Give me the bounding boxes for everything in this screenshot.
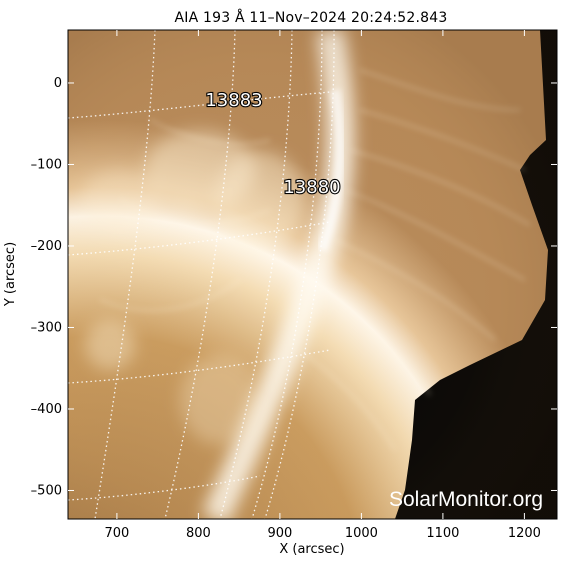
x-tick-label: 700 xyxy=(104,526,129,541)
y-axis-label: Y (arcsec) xyxy=(3,242,18,307)
x-tick-label: 1000 xyxy=(345,526,378,541)
y-tick-label: –100 xyxy=(31,157,62,172)
y-tick-label: –200 xyxy=(31,239,62,254)
solar-image: 13883 13880 SolarMonitor.org xyxy=(68,30,557,519)
x-tick-label: 1100 xyxy=(426,526,459,541)
heliographic-grid xyxy=(68,30,335,519)
plot-frame xyxy=(67,29,558,520)
image-title: AIA 193 Å 11–Nov–2024 20:24:52.843 xyxy=(175,9,448,26)
x-tick-label: 1200 xyxy=(508,526,541,541)
y-tick-label: –300 xyxy=(31,320,62,335)
y-axis-ticks: 0 –100 –200 –300 –400 –500 xyxy=(31,76,557,498)
active-region-label: 13880 xyxy=(283,177,340,198)
active-region-label: 13883 xyxy=(205,90,262,111)
x-axis-ticks: 700 800 900 1000 1100 1200 xyxy=(104,30,541,541)
x-tick-label: 900 xyxy=(267,526,292,541)
corona-fade-overlay xyxy=(68,30,557,519)
y-tick-label: 0 xyxy=(54,76,62,91)
x-axis-label: X (arcsec) xyxy=(279,542,344,557)
y-tick-label: –500 xyxy=(31,483,62,498)
x-tick-label: 800 xyxy=(186,526,211,541)
watermark-text: SolarMonitor.org xyxy=(389,488,543,511)
y-tick-label: –400 xyxy=(31,402,62,417)
